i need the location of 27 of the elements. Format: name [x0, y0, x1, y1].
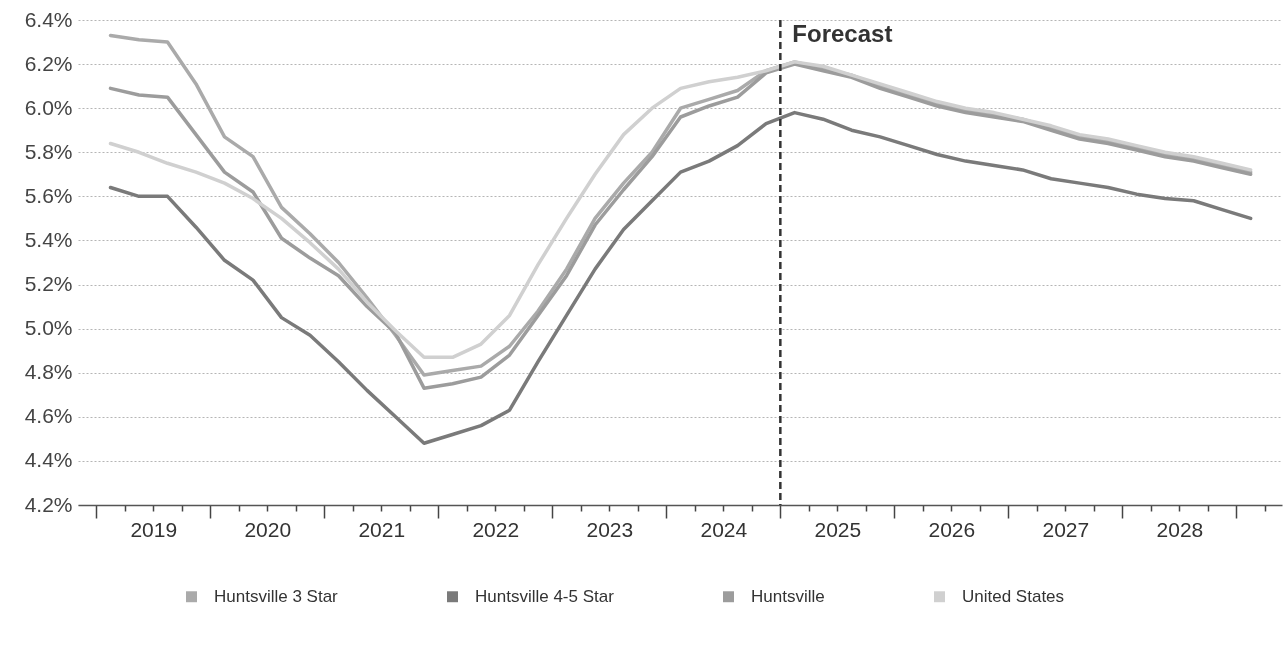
- x-tick-label: 2023: [586, 517, 634, 541]
- x-tick-label: 2027: [1042, 517, 1090, 541]
- y-tick-label: 6.0%: [24, 95, 73, 119]
- y-tick-label: 5.0%: [24, 316, 73, 340]
- x-tick-label: 2026: [928, 517, 976, 541]
- x-tick-label: 2021: [358, 517, 406, 541]
- y-tick-label: 5.4%: [24, 227, 73, 251]
- legend-label: Huntsville 4-5 Star: [475, 586, 615, 606]
- y-tick-label: 4.4%: [24, 448, 73, 472]
- y-tick-label: 4.8%: [24, 360, 73, 384]
- ref-line-label: Forecast: [792, 20, 893, 47]
- legend-label: United States: [962, 586, 1065, 606]
- y-tick-label: 5.2%: [24, 272, 73, 296]
- x-tick-label: 2024: [700, 517, 748, 541]
- x-tick-label: 2025: [814, 517, 862, 541]
- y-tick-label: 4.6%: [24, 404, 73, 428]
- y-tick-label: 4.2%: [24, 492, 73, 516]
- x-tick-label: 2020: [244, 517, 292, 541]
- y-tick-label: 6.4%: [24, 7, 73, 31]
- legend-label: Huntsville: [751, 586, 825, 606]
- legend-label: Huntsville 3 Star: [214, 586, 339, 606]
- x-tick-label: 2028: [1156, 517, 1204, 541]
- y-tick-label: 5.6%: [24, 183, 73, 207]
- x-tick-label: 2019: [130, 517, 178, 541]
- x-tick-label: 2022: [472, 517, 520, 541]
- y-tick-label: 6.2%: [24, 51, 73, 75]
- y-tick-label: 5.8%: [24, 139, 73, 163]
